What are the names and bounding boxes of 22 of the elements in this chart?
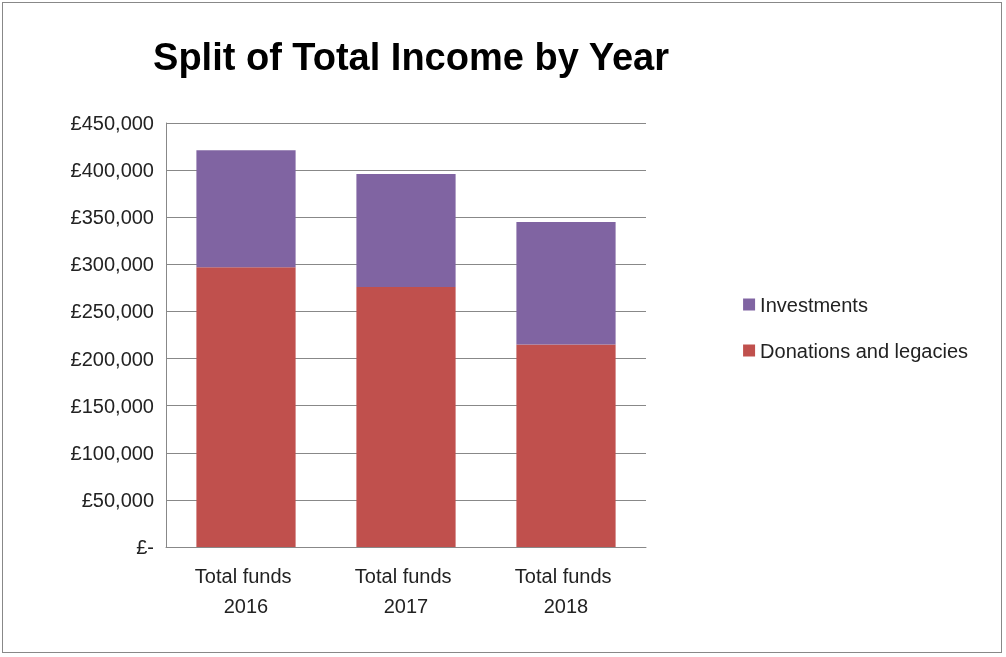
legend-label: Donations and legacies	[760, 339, 968, 362]
y-tick-label: £50,000	[81, 488, 154, 511]
y-tick-label: £450,000	[70, 112, 154, 134]
bar	[356, 286, 456, 547]
bar	[516, 221, 616, 345]
bar	[356, 173, 456, 287]
y-tick-label: £-	[136, 536, 154, 558]
x-tick-label: Total funds 2018	[514, 565, 618, 617]
y-tick-label: £150,000	[70, 394, 154, 417]
y-tick-label: £350,000	[70, 206, 154, 229]
y-tick-label: £100,000	[70, 441, 154, 464]
legend-label: Investments	[760, 293, 868, 316]
x-tick-label: Total funds 2017	[354, 565, 458, 617]
y-tick-label: £200,000	[70, 347, 154, 370]
bar	[196, 150, 296, 268]
chart-title: Split of Total Income by Year	[153, 36, 670, 78]
x-tick-label: Total funds 2016	[194, 565, 298, 617]
y-tick-label: £300,000	[70, 253, 154, 276]
y-tick-label: £400,000	[70, 159, 154, 182]
y-tick-label: £250,000	[70, 300, 154, 323]
bar	[196, 267, 296, 547]
bar	[516, 344, 616, 547]
